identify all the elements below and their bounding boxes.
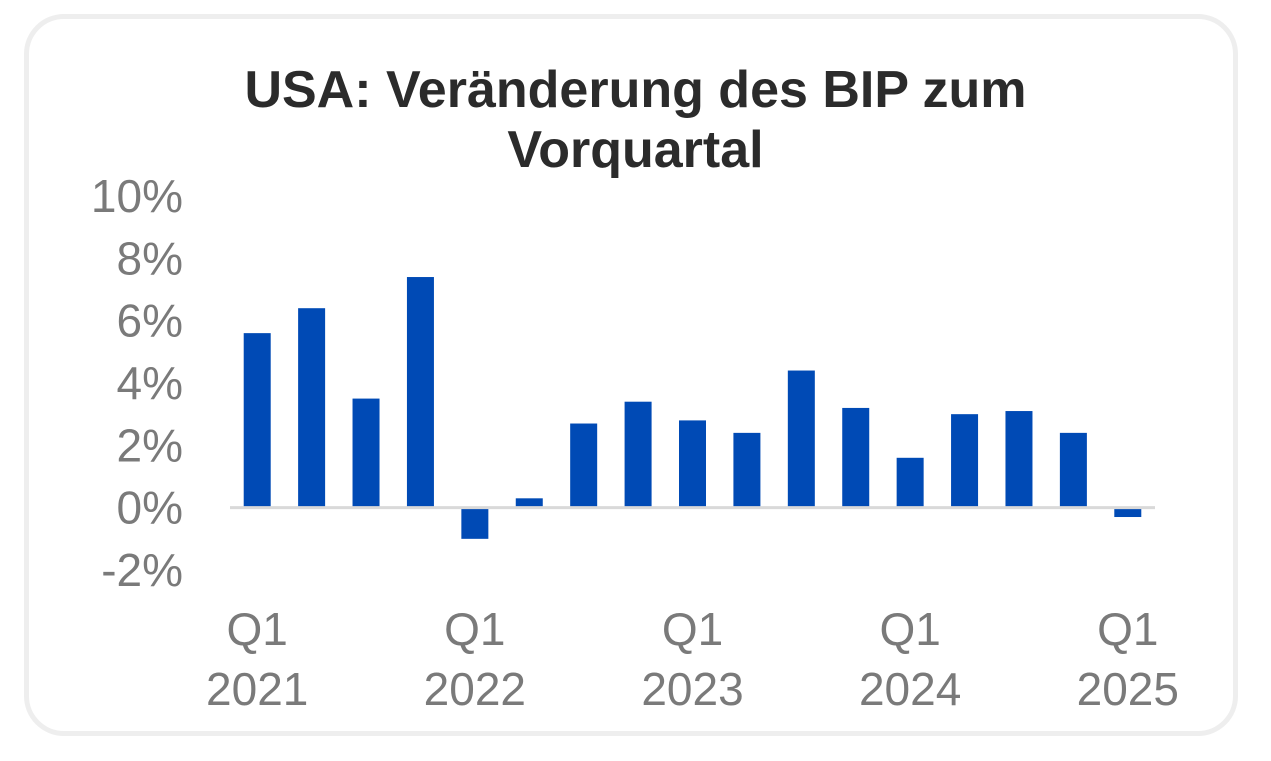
- bar: [787, 370, 815, 508]
- x-tick-label-quarter: Q1: [227, 603, 288, 655]
- bar: [1005, 411, 1033, 508]
- bars: [243, 277, 1142, 539]
- bar: [896, 457, 924, 508]
- bar: [842, 407, 870, 508]
- bar: [951, 414, 979, 508]
- chart-title: USA: Veränderung des BIP zum Vorquartal: [0, 60, 1271, 180]
- y-tick-label: 6%: [117, 295, 183, 347]
- y-tick-label: 10%: [91, 170, 183, 222]
- y-tick-label: -2%: [101, 544, 183, 596]
- y-tick-label: 2%: [117, 419, 183, 471]
- bar: [298, 308, 326, 508]
- bar: [733, 432, 761, 508]
- x-axis-labels: Q1 2021 Q1 2022 Q1 2023 Q1 2024 Q1 2025: [206, 603, 1179, 715]
- y-tick-label: 0%: [117, 482, 183, 534]
- bar: [679, 420, 706, 508]
- x-tick-label-quarter: Q1: [1097, 603, 1158, 655]
- x-tick-label-year: 2023: [641, 663, 743, 715]
- x-tick-label-year: 2024: [859, 663, 961, 715]
- chart-title-line-1: USA: Veränderung des BIP zum: [244, 61, 1027, 119]
- bar: [406, 277, 434, 508]
- bar: [461, 507, 489, 539]
- chart-card: [24, 14, 1238, 736]
- x-tick-label-year: 2022: [424, 663, 526, 715]
- x-tick-label-year: 2025: [1077, 663, 1179, 715]
- x-tick-label-quarter: Q1: [879, 603, 940, 655]
- bar: [570, 423, 598, 508]
- y-axis-labels: -2% 0% 2% 4% 6% 8% 10%: [91, 170, 183, 596]
- chart-title-line-2: Vorquartal: [507, 121, 764, 179]
- bar: [1114, 507, 1142, 518]
- bar: [243, 333, 271, 508]
- bar: [624, 401, 652, 508]
- y-tick-label: 8%: [117, 232, 183, 284]
- x-tick-label-quarter: Q1: [662, 603, 723, 655]
- bar: [515, 498, 543, 508]
- bar: [1059, 432, 1087, 508]
- x-tick-label-quarter: Q1: [444, 603, 505, 655]
- bar: [352, 398, 380, 508]
- y-tick-label: 4%: [117, 357, 183, 409]
- x-tick-label-year: 2021: [206, 663, 308, 715]
